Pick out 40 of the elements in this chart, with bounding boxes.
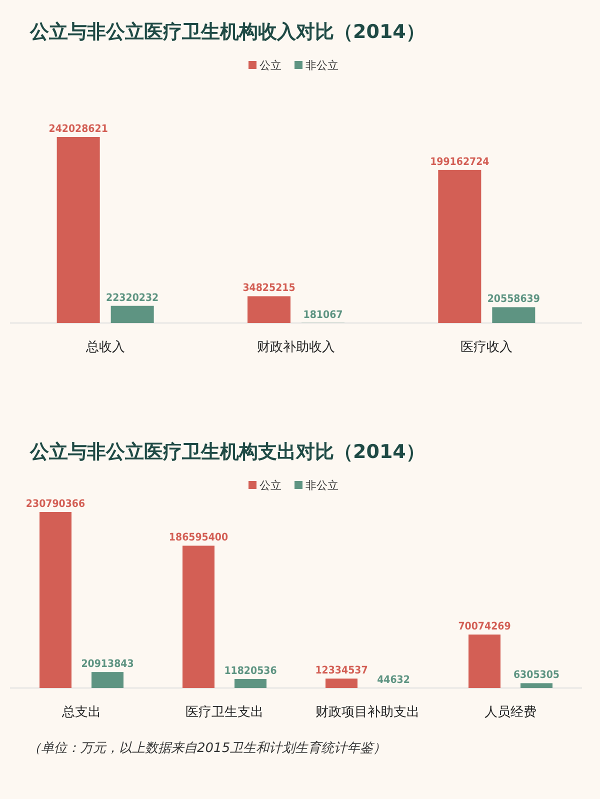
data-label: 12334537 (315, 664, 368, 677)
bar (92, 672, 124, 688)
x-tick-label: 总支出 (61, 705, 101, 720)
data-label: 11820536 (224, 664, 278, 677)
x-tick-label: 医疗卫生支出 (186, 705, 264, 720)
x-tick-label: 医疗收入 (460, 340, 513, 355)
bar (468, 634, 500, 688)
chart-title: 公立与非公立医疗卫生机构收入对比（2014） (29, 21, 425, 43)
data-label: 242028621 (48, 123, 108, 135)
data-label: 199162724 (430, 156, 490, 168)
bar (56, 137, 100, 323)
legend-label: 公立 (260, 59, 282, 72)
data-label: 181067 (303, 308, 343, 321)
legend-label: 非公立 (306, 479, 338, 492)
data-label: 70074269 (458, 620, 511, 633)
legend-label: 非公立 (306, 59, 338, 72)
x-tick-label: 总收入 (84, 340, 125, 355)
x-tick-label: 财政补助收入 (257, 340, 335, 355)
legend-label: 公立 (260, 479, 282, 492)
bar (492, 307, 536, 323)
data-label: 20558639 (487, 293, 540, 306)
data-label: 6305305 (513, 669, 560, 682)
bar (234, 678, 266, 688)
data-label: 20913843 (81, 658, 134, 670)
x-tick-label: 人员经费 (484, 705, 536, 720)
bar (438, 170, 482, 323)
bar (520, 683, 552, 688)
bar (182, 546, 214, 688)
data-label: 22320232 (106, 292, 159, 304)
data-label: 34825215 (242, 282, 296, 294)
data-label: 230790366 (26, 498, 86, 510)
data-label: 186595400 (168, 532, 229, 544)
data-label: 44632 (377, 674, 410, 686)
text: （单位：万元，以上数据来自2015卫生和计划生育统计年鉴） (28, 740, 386, 756)
bar (40, 512, 72, 688)
chart-title: 公立与非公立医疗卫生机构支出对比（2014） (29, 441, 425, 463)
bar (248, 296, 290, 323)
x-tick-label: 财政项目补助支出 (316, 705, 420, 720)
bar (326, 678, 358, 688)
bar (110, 306, 154, 323)
